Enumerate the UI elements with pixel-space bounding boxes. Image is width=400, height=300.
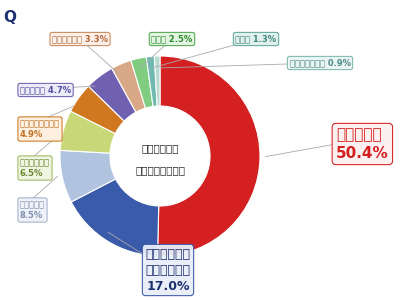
Text: その他 1.3%: その他 1.3% [236, 34, 276, 43]
Wedge shape [60, 111, 115, 153]
Wedge shape [158, 56, 260, 256]
Circle shape [0, 4, 162, 32]
Text: Q: Q [4, 11, 16, 26]
Wedge shape [154, 56, 160, 106]
Text: 車検専門店
8.5%: 車検専門店 8.5% [20, 200, 45, 220]
Text: 車検を出した: 車検を出した [141, 143, 179, 153]
Text: タイヤショップ 0.9%: タイヤショップ 0.9% [290, 58, 350, 68]
Text: ガソリンスタンド
4.9%: ガソリンスタンド 4.9% [20, 119, 60, 139]
Text: 直近で車検を出したのはどこですか？最も当てはまるものをお選びください: 直近で車検を出したのはどこですか？最も当てはまるものをお選びください [24, 14, 186, 22]
Wedge shape [88, 68, 136, 121]
Wedge shape [131, 57, 153, 108]
Text: モータース・
民間車検工場
17.0%: モータース・ 民間車検工場 17.0% [146, 248, 190, 292]
Text: 中古車販売店
6.5%: 中古車販売店 6.5% [20, 158, 50, 178]
Text: ディーラー
50.4%: ディーラー 50.4% [336, 127, 389, 161]
Wedge shape [112, 60, 146, 112]
Text: ユーザー車検 3.3%: ユーザー車検 3.3% [52, 34, 108, 43]
Wedge shape [71, 86, 124, 134]
Text: のはどこですか？: のはどこですか？ [135, 165, 185, 175]
Text: カー用品店 4.7%: カー用品店 4.7% [20, 85, 71, 94]
Wedge shape [146, 56, 157, 106]
Wedge shape [71, 179, 159, 256]
Wedge shape [60, 150, 116, 202]
Text: 買取店 2.5%: 買取店 2.5% [151, 34, 193, 43]
